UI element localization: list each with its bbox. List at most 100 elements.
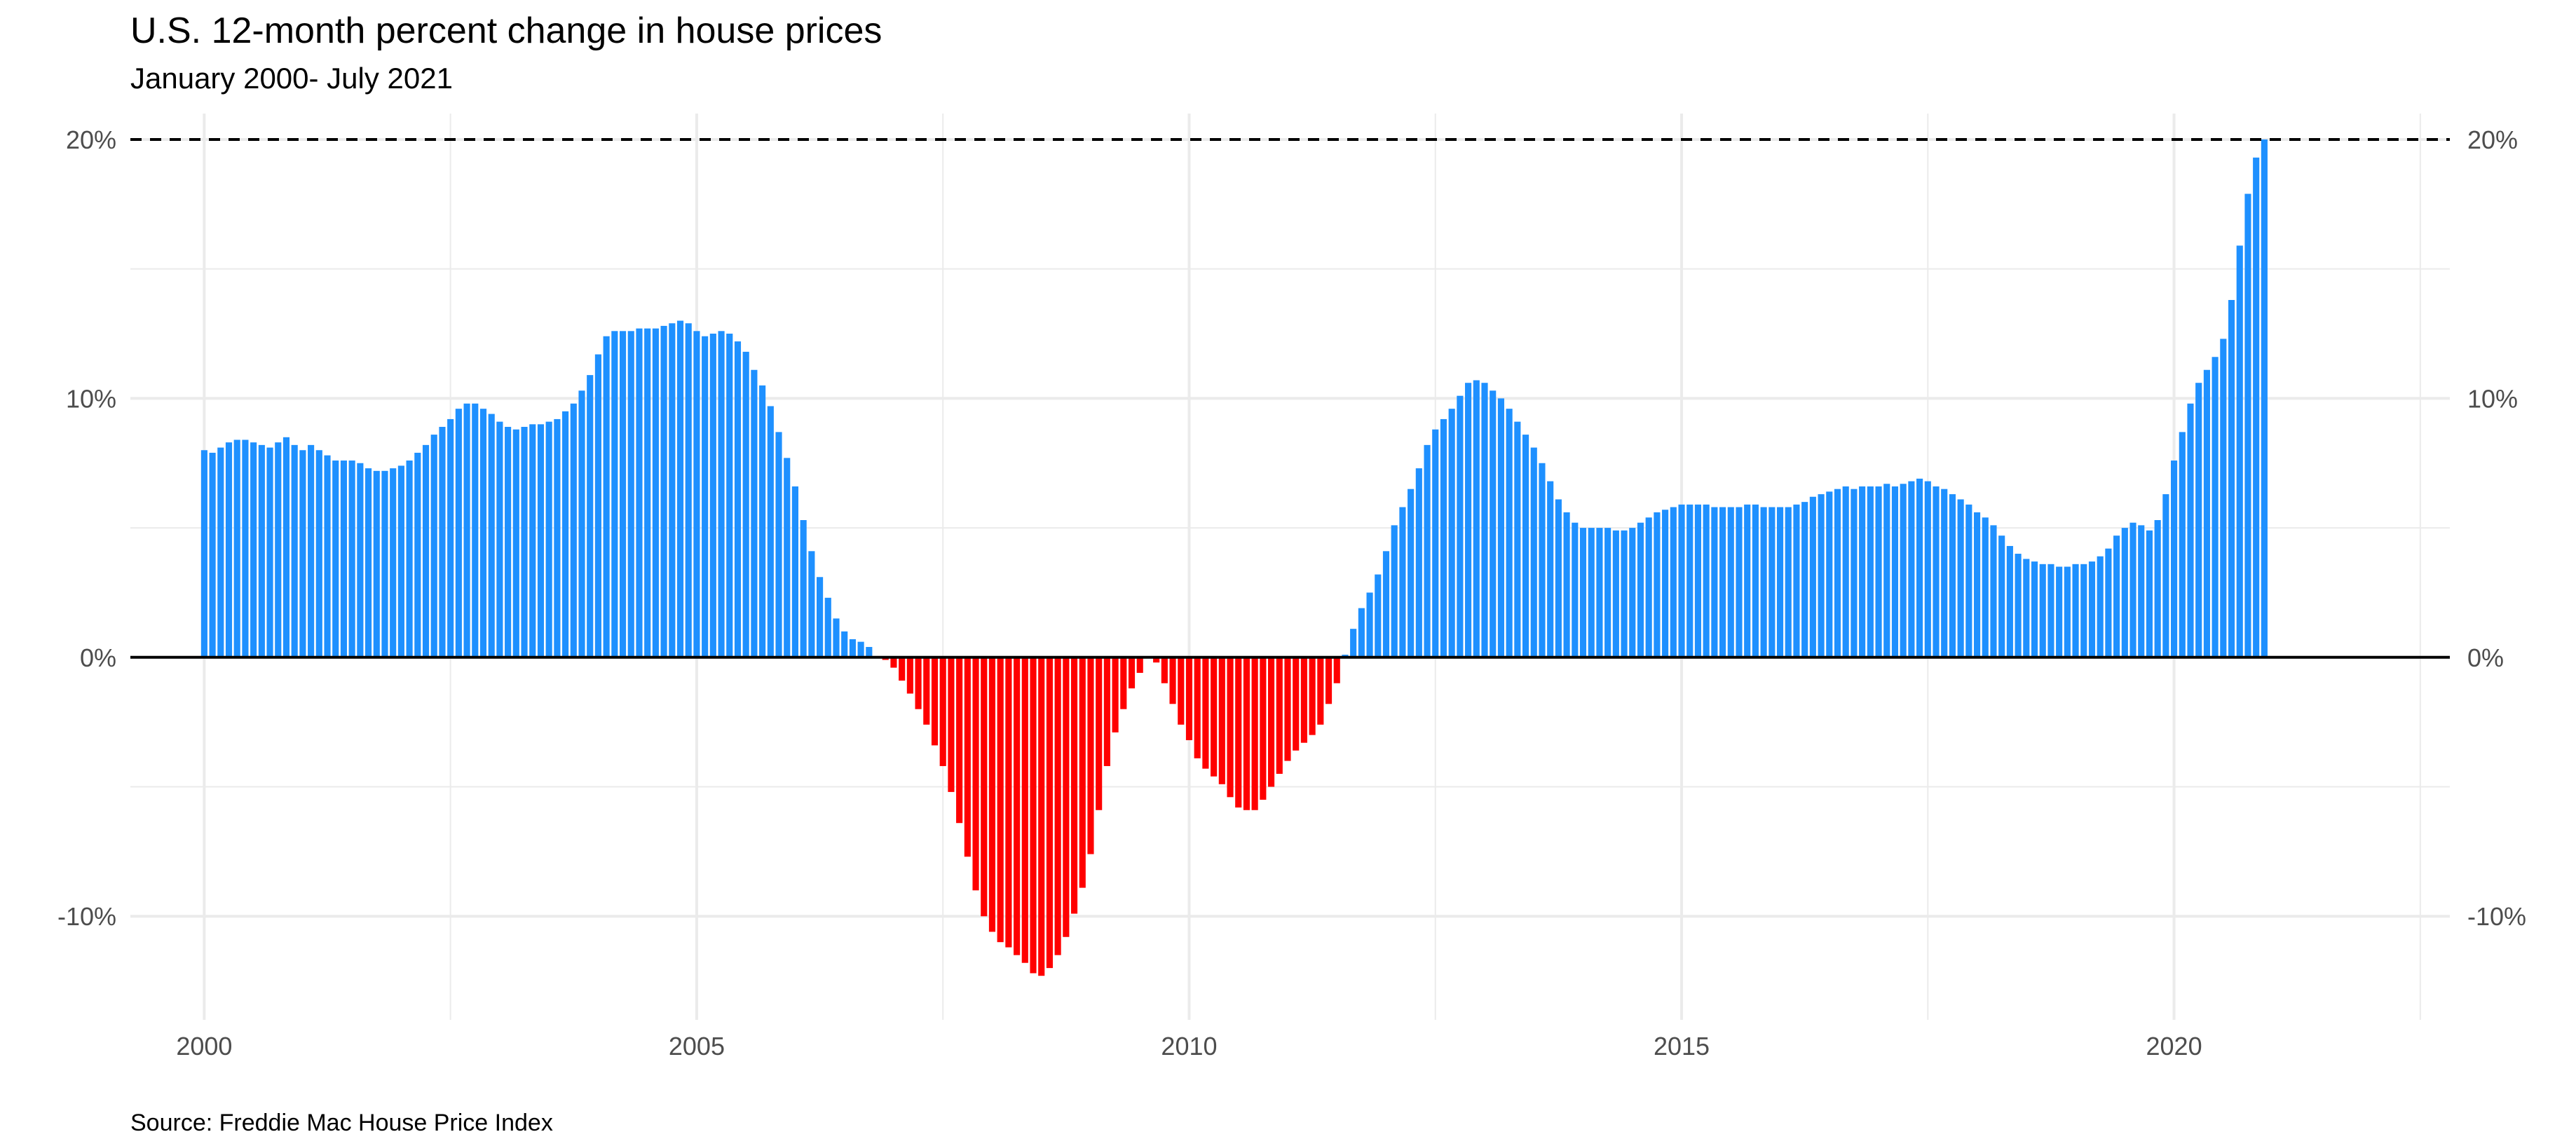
bar [1990, 525, 1997, 657]
bar [1194, 657, 1201, 758]
bar [833, 618, 840, 657]
y-tick-label-right: 20% [2467, 125, 2518, 154]
bar [644, 328, 651, 657]
bar [669, 323, 676, 657]
chart-subtitle: January 2000- July 2021 [130, 62, 453, 95]
bar [997, 657, 1004, 943]
bar [1900, 484, 1907, 657]
bar [1859, 486, 1866, 657]
bar [709, 334, 716, 657]
bar [258, 444, 265, 657]
y-tick-label-left: 20% [66, 125, 116, 154]
bar [282, 437, 290, 657]
bar [397, 465, 404, 657]
bar [751, 369, 758, 657]
bar [455, 409, 462, 657]
bar [554, 418, 561, 657]
bar [866, 647, 873, 657]
bar [275, 442, 282, 657]
bar [1235, 657, 1242, 808]
bar [2023, 559, 2030, 657]
bar [808, 551, 815, 657]
bar [1842, 486, 1849, 657]
bar [824, 597, 831, 657]
bar [266, 447, 273, 657]
x-tick-label: 2020 [2146, 1032, 2202, 1060]
bar [841, 631, 848, 657]
bar [1736, 507, 1743, 657]
bar [2203, 369, 2210, 657]
bar [1654, 512, 1661, 657]
bar [340, 461, 347, 657]
bar [890, 657, 897, 668]
bar [915, 657, 922, 709]
bar [505, 427, 512, 657]
bar [2047, 564, 2054, 657]
bar [1136, 657, 1143, 673]
bar [2220, 339, 2227, 657]
x-tick-label: 2010 [1161, 1032, 1217, 1060]
bar [2138, 525, 2145, 657]
bar [422, 444, 430, 657]
bar [1785, 507, 1792, 657]
bar [988, 657, 996, 932]
bar [603, 336, 610, 657]
bar [2121, 528, 2128, 657]
bar [1809, 496, 1816, 657]
bar [1891, 486, 1899, 657]
bar [1834, 489, 1841, 657]
bar [1120, 657, 1127, 709]
bar [1752, 504, 1759, 657]
bar [1703, 504, 1710, 657]
bar [1218, 657, 1225, 784]
bar [1506, 409, 1513, 657]
bar [1998, 536, 2005, 657]
bar [759, 385, 766, 657]
bar [1268, 657, 1275, 787]
bar [1949, 494, 1956, 657]
bar [1793, 504, 1800, 657]
bar [849, 639, 856, 657]
bar [906, 657, 913, 694]
bar [1727, 507, 1734, 657]
bar [2236, 245, 2243, 657]
bar [1382, 551, 1390, 657]
bar [209, 452, 216, 657]
bar [2031, 561, 2038, 657]
bar [1211, 657, 1218, 777]
bar [1883, 484, 1890, 657]
bar [1185, 657, 1193, 741]
bar [1776, 507, 1784, 657]
bar [1375, 574, 1382, 657]
bar [1457, 395, 1464, 657]
bar [1957, 499, 1964, 657]
bar [1153, 657, 1160, 663]
bar [1030, 657, 1037, 974]
bar [1054, 657, 1061, 955]
bar [1408, 489, 1415, 657]
bar [2187, 403, 2194, 657]
bar [2006, 545, 2013, 657]
bar [1161, 657, 1168, 683]
bar [1021, 657, 1028, 963]
bar [726, 334, 733, 657]
bar [332, 461, 339, 657]
bar [1440, 418, 1447, 657]
bar [1867, 486, 1874, 657]
bar [2039, 564, 2046, 657]
bar [1087, 657, 1094, 854]
bar [1965, 504, 1972, 657]
bar [1276, 657, 1283, 775]
bar [2097, 556, 2104, 657]
bar [956, 657, 963, 824]
bar [1391, 525, 1398, 657]
bar [1333, 657, 1340, 683]
reference-lines [130, 137, 2450, 659]
bar [2228, 299, 2235, 657]
bar [1522, 435, 1529, 657]
bar [365, 468, 372, 657]
bar [1711, 507, 1718, 657]
bar [1662, 510, 1669, 657]
bar [734, 341, 742, 657]
bar [1112, 657, 1119, 732]
